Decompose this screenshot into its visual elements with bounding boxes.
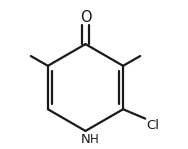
Text: H: H [90,133,99,146]
Text: N: N [81,133,90,146]
Text: O: O [80,10,91,25]
Text: Cl: Cl [146,119,159,132]
